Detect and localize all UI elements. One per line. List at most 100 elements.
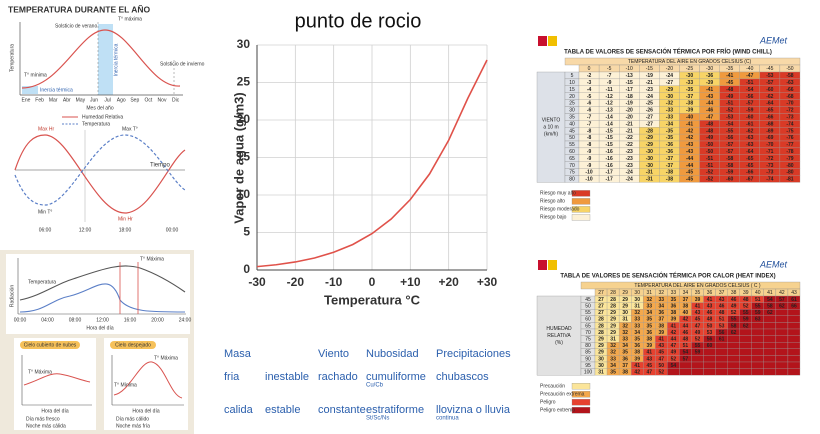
time-label: 12:00 bbox=[79, 227, 92, 233]
cell-value: -42 bbox=[686, 135, 693, 141]
box-title: Cielo despejado bbox=[115, 342, 151, 348]
row-key: 80 bbox=[569, 177, 575, 183]
x-tick-label: 0 bbox=[369, 275, 376, 289]
label: T° mínima bbox=[24, 72, 47, 78]
cell-value: 39 bbox=[659, 330, 665, 336]
cell-value: -52 bbox=[706, 177, 713, 183]
cell-value: 36 bbox=[622, 356, 628, 362]
cell-value: 53 bbox=[707, 330, 713, 336]
cell-value: 38 bbox=[634, 350, 640, 356]
row-key: 25 bbox=[569, 101, 575, 107]
cell-value: -63 bbox=[746, 142, 753, 148]
y-label: Radiación bbox=[9, 285, 15, 307]
row-key: 5 bbox=[571, 73, 574, 79]
cell-value: -17 bbox=[606, 170, 613, 176]
cell-value: -27 bbox=[646, 114, 653, 120]
cell-value: -53 bbox=[766, 73, 773, 79]
col-header: 37 bbox=[719, 290, 725, 296]
cell-value: -12 bbox=[606, 94, 613, 100]
row-key: 35 bbox=[569, 114, 575, 120]
cell-value: -52 bbox=[706, 170, 713, 176]
cell-value: 62 bbox=[743, 323, 749, 329]
row-key: 90 bbox=[585, 356, 591, 362]
cell-value: 52 bbox=[731, 310, 737, 316]
cell-value: 58 bbox=[767, 304, 773, 310]
cell-value: 34 bbox=[610, 363, 616, 369]
cell-value: -7 bbox=[607, 73, 612, 79]
cell-value: -37 bbox=[666, 156, 673, 162]
col-header: 40 bbox=[755, 290, 761, 296]
label: T° Máxima bbox=[154, 355, 178, 361]
cell-value: -19 bbox=[626, 101, 633, 107]
y-label: Temperatura bbox=[9, 44, 15, 72]
cell-value: 49 bbox=[671, 350, 677, 356]
legend-label: Riesgo alto bbox=[540, 199, 565, 205]
cell-value: 48 bbox=[707, 317, 713, 323]
cell bbox=[775, 355, 789, 363]
card bbox=[6, 254, 190, 334]
cell bbox=[691, 355, 704, 363]
cell-value: 55 bbox=[731, 317, 737, 323]
term-sub: St/Sc/Ns bbox=[366, 416, 389, 422]
cell bbox=[763, 348, 777, 356]
label: Inercia térmica bbox=[113, 43, 119, 76]
row-key: 65 bbox=[569, 156, 575, 162]
cell-value: 41 bbox=[646, 350, 652, 356]
cell-value: -57 bbox=[766, 80, 773, 86]
band bbox=[98, 24, 113, 95]
cell-value: -38 bbox=[686, 101, 693, 107]
cell-value: 50 bbox=[707, 323, 713, 329]
cell-value: -35 bbox=[666, 135, 673, 141]
row-key: 95 bbox=[585, 363, 591, 369]
cell bbox=[787, 342, 801, 349]
time-label: 20:00 bbox=[151, 317, 164, 323]
row-key: 45 bbox=[569, 128, 575, 134]
cell-value: 37 bbox=[622, 363, 628, 369]
band bbox=[22, 86, 38, 94]
x-tick-label: -20 bbox=[287, 275, 305, 289]
cell-value: 52 bbox=[659, 370, 665, 376]
cell-value: 48 bbox=[683, 337, 689, 343]
cell-value: -9 bbox=[587, 163, 592, 169]
cell-value: -41 bbox=[686, 121, 693, 127]
time-label: 00:00 bbox=[14, 317, 27, 323]
col-header: 33 bbox=[671, 290, 677, 296]
cell-value: -71 bbox=[766, 149, 773, 155]
month-label: Mar bbox=[49, 97, 58, 103]
cell-value: 29 bbox=[598, 343, 604, 349]
cell-value: 52 bbox=[671, 356, 677, 362]
cell-value: -73 bbox=[766, 163, 773, 169]
cell bbox=[751, 355, 764, 363]
row-key: 70 bbox=[585, 330, 591, 336]
cell-value: 42 bbox=[683, 317, 689, 323]
label: Max Hr bbox=[38, 126, 54, 132]
cell bbox=[775, 335, 789, 343]
cell bbox=[763, 315, 777, 323]
col-header: -25 bbox=[686, 66, 693, 72]
month-label: Feb bbox=[35, 97, 44, 103]
cell-value: 28 bbox=[598, 317, 604, 323]
cell-value: -32 bbox=[666, 101, 673, 107]
cell-value: 42 bbox=[671, 330, 677, 336]
col-header: 34 bbox=[683, 290, 689, 296]
cell-value: 63 bbox=[755, 317, 761, 323]
term: constante bbox=[318, 404, 366, 416]
label: Solsticio de invierno bbox=[160, 61, 205, 67]
cell-value: 57 bbox=[779, 297, 785, 303]
cell-value: 59 bbox=[755, 310, 761, 316]
row-key: 40 bbox=[569, 121, 575, 127]
cell bbox=[703, 355, 716, 363]
cell-value: -79 bbox=[786, 156, 793, 162]
cell-value: 50 bbox=[659, 363, 665, 369]
cell-value: 31 bbox=[622, 317, 628, 323]
cell bbox=[779, 175, 801, 183]
term: llovizna o lluvia bbox=[436, 404, 511, 416]
cloud-box: Cielo despejado T° Máxima T° Mínima Hora… bbox=[104, 338, 188, 430]
term: inestable bbox=[265, 371, 309, 383]
cell-value: 46 bbox=[683, 330, 689, 336]
cell-value: 35 bbox=[622, 350, 628, 356]
cell bbox=[703, 348, 716, 356]
term-header: Viento bbox=[318, 348, 349, 360]
cell-value: -44 bbox=[686, 156, 693, 162]
cell-value: -18 bbox=[626, 94, 633, 100]
